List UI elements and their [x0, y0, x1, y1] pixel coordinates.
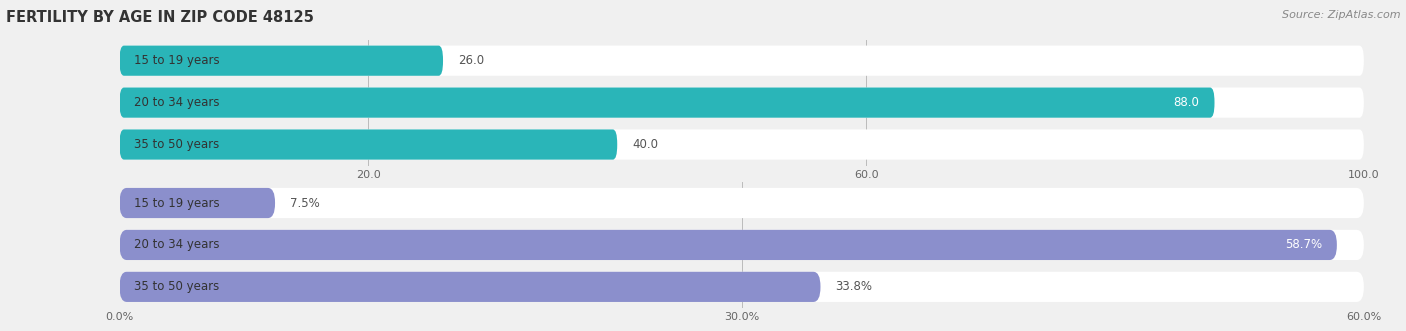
FancyBboxPatch shape [120, 188, 1364, 218]
Text: 40.0: 40.0 [633, 138, 658, 151]
FancyBboxPatch shape [120, 129, 1364, 160]
Text: FERTILITY BY AGE IN ZIP CODE 48125: FERTILITY BY AGE IN ZIP CODE 48125 [6, 10, 314, 25]
FancyBboxPatch shape [120, 87, 1215, 118]
FancyBboxPatch shape [120, 129, 617, 160]
Text: 15 to 19 years: 15 to 19 years [135, 197, 221, 210]
FancyBboxPatch shape [120, 46, 443, 76]
FancyBboxPatch shape [120, 46, 1364, 76]
Text: 20 to 34 years: 20 to 34 years [135, 238, 219, 252]
FancyBboxPatch shape [120, 188, 276, 218]
Text: 15 to 19 years: 15 to 19 years [135, 54, 221, 67]
Text: 58.7%: 58.7% [1285, 238, 1322, 252]
Text: 33.8%: 33.8% [835, 280, 872, 293]
Text: 20 to 34 years: 20 to 34 years [135, 96, 219, 109]
Text: 7.5%: 7.5% [290, 197, 319, 210]
Text: Source: ZipAtlas.com: Source: ZipAtlas.com [1282, 10, 1400, 20]
FancyBboxPatch shape [120, 272, 1364, 302]
Text: 26.0: 26.0 [458, 54, 484, 67]
FancyBboxPatch shape [120, 230, 1337, 260]
Text: 35 to 50 years: 35 to 50 years [135, 280, 219, 293]
FancyBboxPatch shape [120, 87, 1364, 118]
Text: 35 to 50 years: 35 to 50 years [135, 138, 219, 151]
FancyBboxPatch shape [120, 230, 1364, 260]
FancyBboxPatch shape [120, 272, 821, 302]
Text: 88.0: 88.0 [1174, 96, 1199, 109]
